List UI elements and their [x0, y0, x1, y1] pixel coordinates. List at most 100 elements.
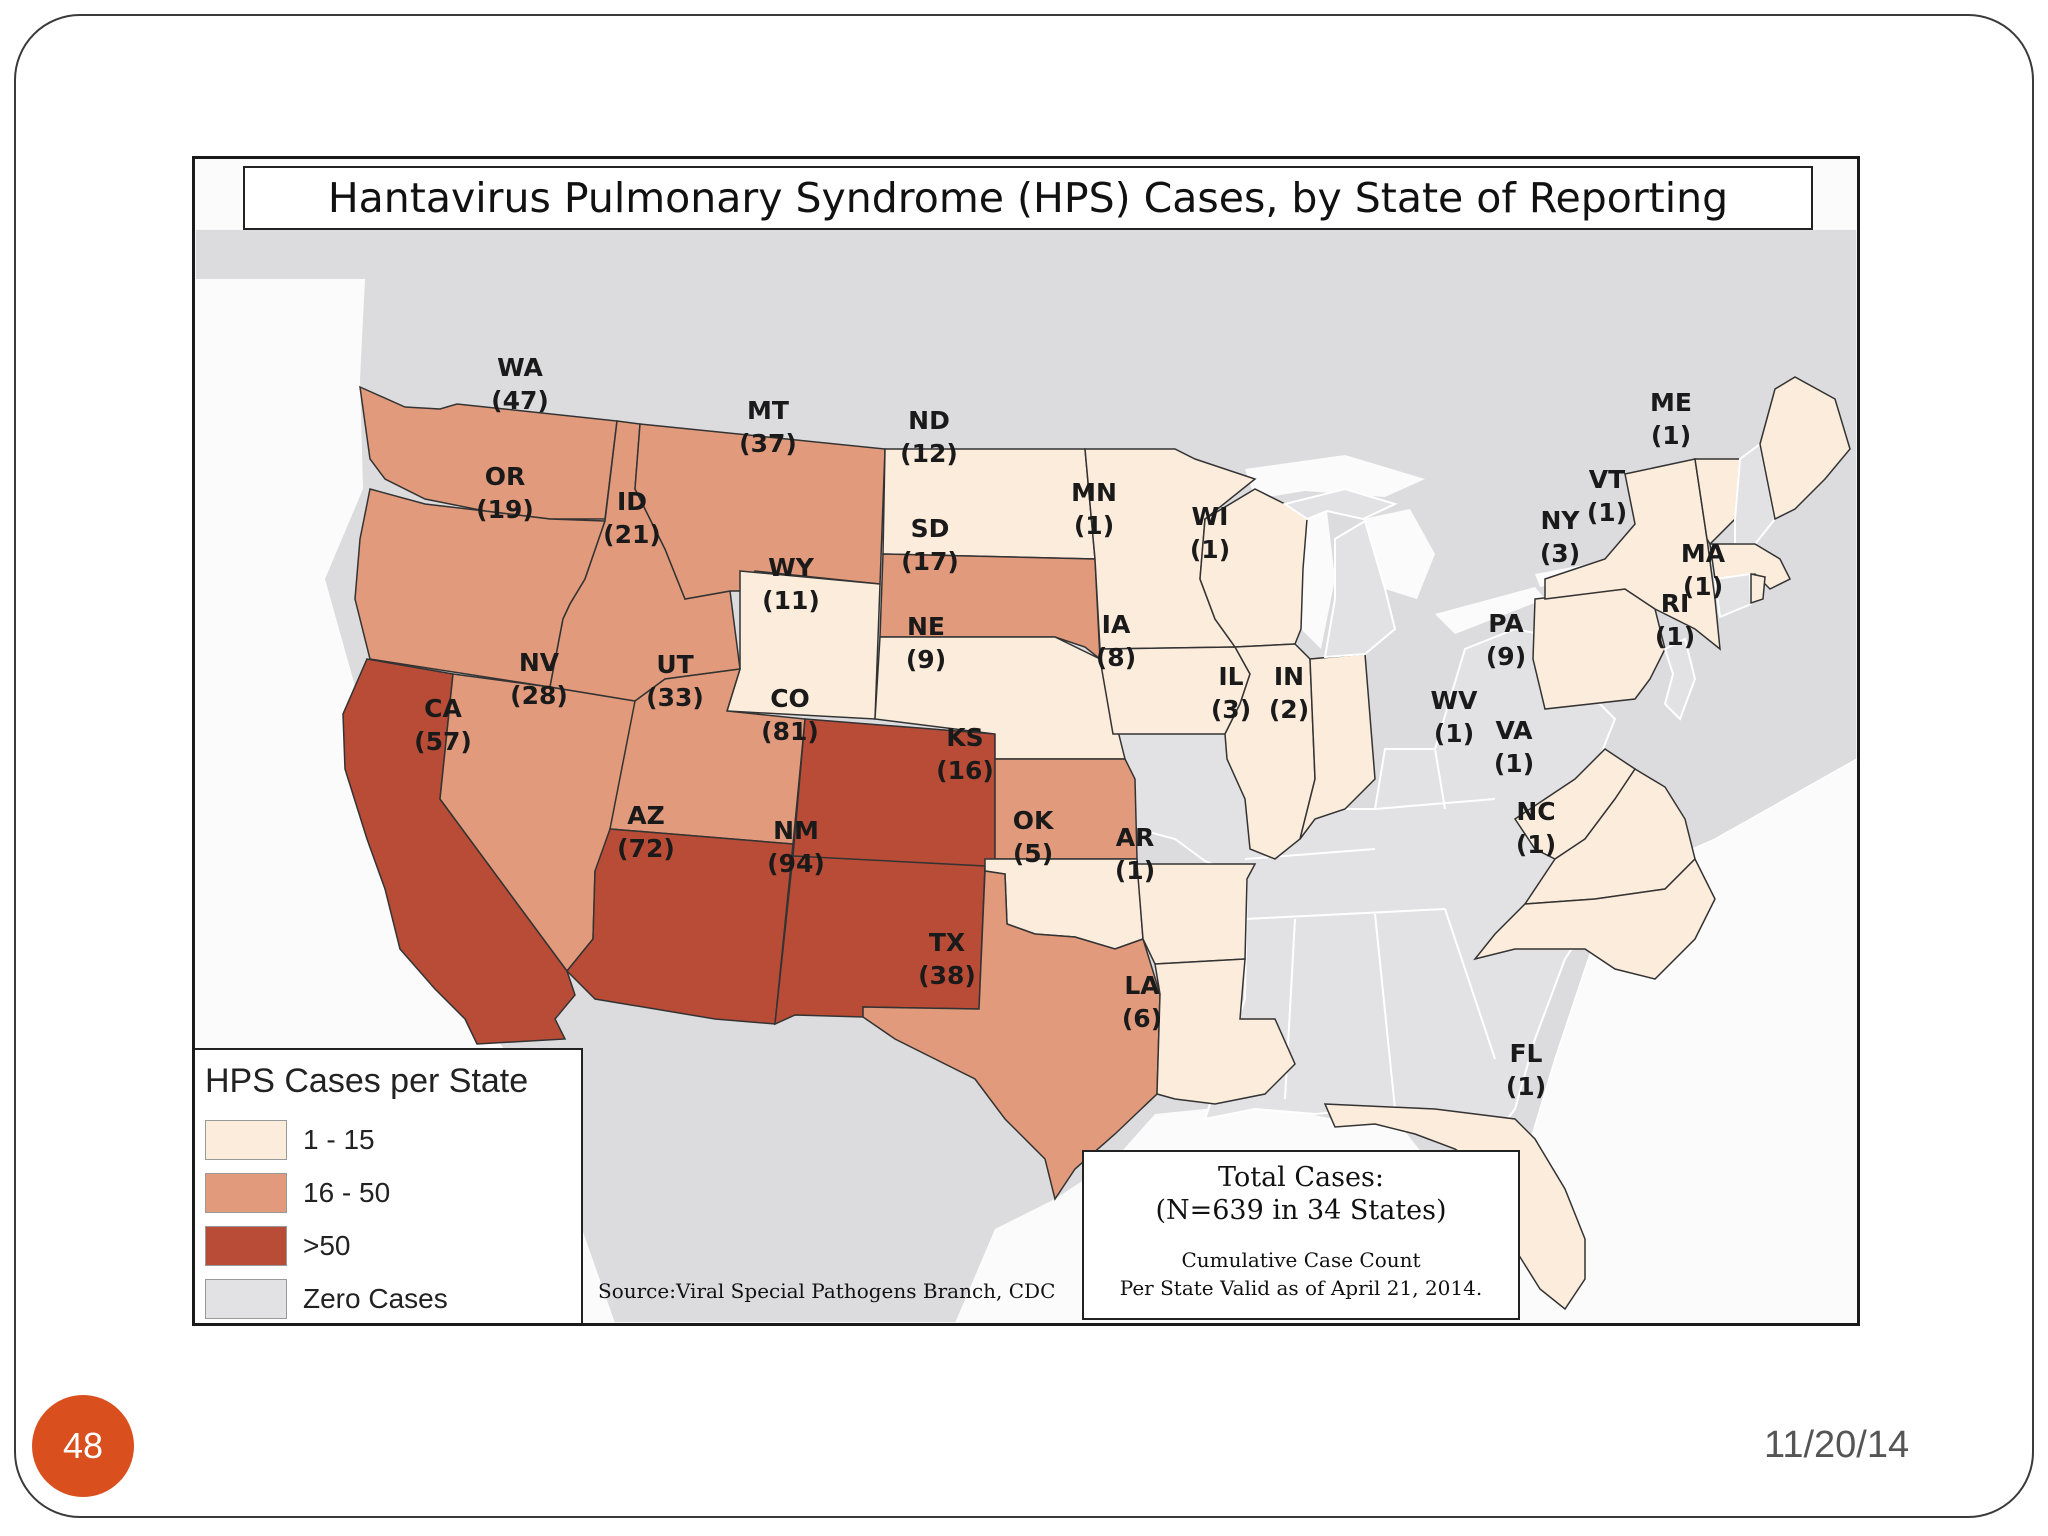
state-IN	[1299, 653, 1376, 840]
legend-item-zero: Zero Cases	[205, 1278, 448, 1320]
state-count-ut: (33)	[646, 683, 704, 712]
state-count-mt: (37)	[739, 429, 797, 458]
state-label-or: OR	[485, 462, 526, 491]
state-count-id: (21)	[603, 520, 661, 549]
state-count-ks: (16)	[936, 756, 994, 785]
state-count-pa: (9)	[1486, 642, 1526, 671]
state-count-wv: (1)	[1434, 719, 1474, 748]
state-NJ-zero	[1663, 637, 1697, 721]
state-label-id: ID	[617, 487, 647, 516]
totals-note-1: Cumulative Case Count	[1181, 1248, 1421, 1272]
state-label-va: VA	[1496, 716, 1534, 745]
state-count-il: (3)	[1211, 695, 1251, 724]
state-borders-zero	[1244, 748, 1496, 1110]
state-MI-zero	[1323, 519, 1397, 659]
state-MI-up-zero	[1282, 487, 1398, 521]
state-count-ar: (1)	[1115, 856, 1155, 885]
state-label-nm: NM	[773, 816, 819, 845]
state-label-nc: NC	[1516, 797, 1555, 826]
totals-count: (N=639 in 34 States)	[1155, 1195, 1447, 1226]
state-WI	[1199, 488, 1308, 648]
lake-superior	[1245, 455, 1425, 499]
state-label-wa: WA	[497, 353, 543, 382]
state-label-ks: KS	[946, 723, 983, 752]
state-label-tx: TX	[929, 928, 965, 957]
state-count-nc: (1)	[1516, 830, 1556, 859]
state-count-wy: (11)	[762, 586, 820, 615]
legend-swatch-mid	[205, 1173, 287, 1213]
state-label-wy: WY	[768, 553, 815, 582]
state-count-ok: (5)	[1013, 839, 1053, 868]
state-count-me: (1)	[1651, 421, 1691, 450]
state-count-az: (72)	[617, 834, 675, 863]
state-label-pa: PA	[1488, 609, 1524, 638]
state-TX	[862, 870, 1161, 1201]
state-count-nd: (12)	[900, 439, 958, 468]
state-label-nv: NV	[519, 648, 560, 677]
state-count-wi: (1)	[1190, 535, 1230, 564]
state-count-ma: (1)	[1683, 572, 1723, 601]
state-label-ia: IA	[1102, 610, 1131, 639]
state-label-il: IL	[1218, 662, 1243, 691]
state-WY	[725, 570, 881, 720]
state-label-ma: MA	[1681, 539, 1726, 568]
state-MT	[634, 423, 886, 600]
state-count-ri: (1)	[1655, 622, 1695, 651]
state-count-in: (2)	[1269, 695, 1309, 724]
legend-swatch-high	[205, 1226, 287, 1266]
state-WA	[359, 385, 618, 520]
state-count-la: (6)	[1122, 1004, 1162, 1033]
state-count-co: (81)	[761, 717, 819, 746]
state-label-fl: FL	[1509, 1039, 1542, 1068]
legend-item-mid: 16 - 50	[205, 1172, 390, 1214]
state-count-wa: (47)	[491, 386, 549, 415]
state-label-ca: CA	[424, 694, 462, 723]
legend-label-high: >50	[303, 1230, 351, 1261]
legend-label-zero: Zero Cases	[303, 1283, 448, 1314]
totals-heading: Total Cases:	[1218, 1162, 1384, 1193]
legend: HPS Cases per State 1 - 15 16 - 50 >50 Z…	[195, 1048, 583, 1323]
state-count-nm: (94)	[767, 849, 825, 878]
legend-swatch-low	[205, 1120, 287, 1160]
state-count-ca: (57)	[414, 727, 472, 756]
state-NC	[1473, 857, 1716, 980]
state-count-fl: (1)	[1506, 1072, 1546, 1101]
map-title: Hantavirus Pulmonary Syndrome (HPS) Case…	[243, 166, 1813, 230]
state-CT-zero	[1713, 572, 1753, 619]
state-label-nd: ND	[908, 406, 950, 435]
lake-erie	[1435, 587, 1545, 634]
legend-item-low: 1 - 15	[205, 1119, 375, 1161]
state-label-ut: UT	[656, 650, 693, 679]
state-KS	[994, 758, 1138, 860]
totals-note-2: Per State Valid as of April 21, 2014.	[1119, 1276, 1483, 1300]
state-label-ar: AR	[1116, 823, 1155, 852]
slide-date: 11/20/14	[1764, 1424, 1910, 1466]
state-label-wv: WV	[1431, 686, 1479, 715]
state-NY	[1544, 458, 1721, 651]
state-label-co: CO	[770, 684, 810, 713]
state-count-or: (19)	[476, 495, 534, 524]
legend-title: HPS Cases per State	[205, 1062, 529, 1100]
state-FL	[1323, 1103, 1586, 1311]
legend-label-mid: 16 - 50	[303, 1177, 391, 1208]
lake-michigan	[1301, 511, 1335, 649]
hps-map-figure: WA (47) OR (19) CA (57) NV (28) ID (21) MT (37) WY (1…	[192, 156, 1860, 1326]
state-label-sd: SD	[911, 514, 950, 543]
state-labels: WA (47) OR (19) CA (57) NV (28) ID (21) MT (37) WY (1…	[414, 353, 1726, 1101]
state-label-in: IN	[1274, 662, 1304, 691]
state-count-tx: (38)	[918, 961, 976, 990]
state-VT	[1694, 458, 1741, 546]
legend-label-low: 1 - 15	[303, 1124, 375, 1155]
state-label-mn: MN	[1071, 478, 1117, 507]
legend-item-high: >50	[205, 1225, 351, 1267]
state-label-ri: RI	[1661, 589, 1690, 618]
state-count-sd: (17)	[901, 547, 959, 576]
slide-number-badge: 48	[32, 1395, 134, 1497]
state-label-mt: MT	[747, 396, 789, 425]
state-label-az: AZ	[627, 801, 664, 830]
state-label-wi: WI	[1192, 502, 1229, 531]
state-label-ne: NE	[907, 612, 945, 641]
legend-swatch-zero	[205, 1279, 287, 1319]
state-LA	[1154, 958, 1296, 1105]
state-label-la: LA	[1124, 971, 1160, 1000]
